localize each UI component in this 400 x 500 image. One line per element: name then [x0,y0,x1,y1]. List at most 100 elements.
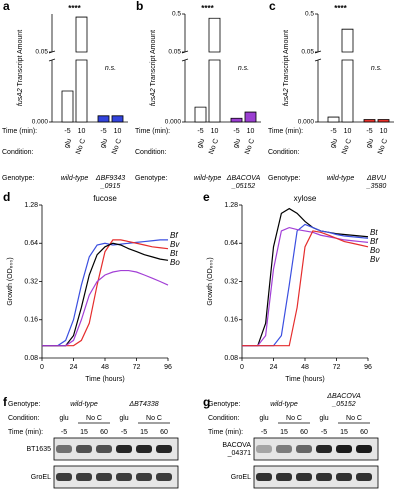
time-label: -5 [261,429,267,436]
y-axis-label: Growth (OD₆₀₀) [207,257,214,305]
blot-band [76,445,92,453]
x-tick-label: 96 [164,364,172,371]
time-label: 15 [80,429,88,436]
legend-label: Bo [370,246,380,255]
y-tick-label: 0.32 [24,278,38,285]
blot-band [56,445,72,453]
bar [194,106,207,123]
genotype-row-label: Genotype: [268,175,300,182]
time-label: 10 [114,128,122,135]
blot-band [276,445,292,453]
legend-label: Bo [170,258,180,267]
bar [327,116,340,123]
time-label: 15 [280,429,288,436]
bar [363,119,376,123]
y-axis-label-text: Transcript Amount [17,30,24,88]
bar [61,90,74,123]
blot-band [76,473,92,481]
legend-label: Bt [170,249,178,258]
x-tick-label: 24 [270,364,278,371]
condition-row-label: Condition: [135,149,167,156]
bar [377,119,390,123]
y-tick-label: 0.000 [32,119,49,126]
condition-label: glu [119,415,128,422]
x-tick-label: 0 [40,364,44,371]
y-tick-label: 0.16 [24,317,38,324]
condition-label: glu [319,415,328,422]
genotype-label: ΔBACOVA [326,393,361,400]
axis-break [181,58,189,62]
y-tick-label: 0.08 [24,355,38,362]
blot-band [296,473,312,481]
legend-label: Bf [370,237,378,246]
blot-band [56,473,72,481]
bar [97,115,110,123]
condition-label: No C [244,138,256,155]
band-label: BT1635 [26,446,51,453]
bar [341,28,354,123]
band-label: GroEL [231,474,251,481]
x-tick-label: 72 [133,364,141,371]
condition-label: glu [99,138,109,149]
genotype-label: _0915 [100,183,121,190]
axis-break [48,58,56,62]
series-line [242,230,369,347]
axis-break [314,58,322,62]
time-label: -5 [121,429,127,436]
genotype-row-label: Genotype: [208,401,240,408]
panel-letter: g [203,395,210,409]
condition-label: No C [341,138,353,155]
blot-band [116,473,132,481]
time-label: -5 [100,128,106,135]
genotype-label: wild-type [61,175,89,182]
condition-label: No C [346,415,362,422]
time-label: -5 [321,429,327,436]
time-label: 15 [340,429,348,436]
genotype-label: wild-type [270,401,298,408]
series-line [42,242,169,347]
y-tick-label: 0.5 [305,11,314,18]
time-row-label: Time (min): [135,128,170,135]
panel-letter: d [3,190,10,204]
time-label: 15 [140,429,148,436]
time-label: -5 [64,128,70,135]
band-label: GroEL [31,474,51,481]
x-tick-label: 96 [364,364,372,371]
time-label: 10 [211,128,219,135]
genotype-label: ΔBACOVA [226,175,261,182]
condition-label: glu [196,138,206,149]
blot-band [96,473,112,481]
time-label: 60 [300,429,308,436]
time-label: 10 [380,128,388,135]
x-axis-label: Time (hours) [85,376,124,383]
time-row-label: Time (min): [2,128,37,135]
condition-label: glu [329,138,339,149]
y-tick-label: 0.16 [224,317,238,324]
chart-title: fucose [93,194,117,203]
significance: **** [334,4,347,13]
legend-label: Bt [370,228,378,237]
significance: **** [68,4,81,13]
condition-label: No C [208,138,220,155]
condition-row-label: Condition: [268,149,300,156]
time-label: -5 [197,128,203,135]
legend-label: Bf [170,231,178,240]
legend-label: Bv [170,240,180,249]
time-label: -5 [330,128,336,135]
time-label: 10 [78,128,86,135]
y-tick-label: 0.32 [224,278,238,285]
blot-band [316,445,332,453]
condition-label: No C [286,415,302,422]
band-label: BACOVA [222,442,251,449]
blot-band [156,473,172,481]
blot-band [356,473,372,481]
condition-row-label: Condition: [208,415,240,422]
condition-row-label: Condition: [2,149,34,156]
blot-band [156,445,172,453]
condition-label: glu [232,138,242,149]
time-label: -5 [366,128,372,135]
genotype-row-label: Genotype: [8,401,40,408]
significance: n.s. [238,65,249,72]
series-line [242,226,369,347]
